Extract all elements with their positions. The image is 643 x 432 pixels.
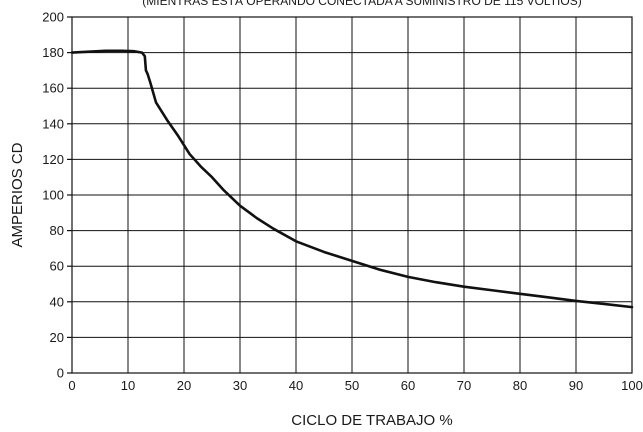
x-tick-label: 90: [569, 378, 583, 393]
x-tick-label: 0: [68, 378, 75, 393]
y-axis-title: AMPERIOS CD: [9, 142, 26, 247]
x-tick-label: 100: [621, 378, 643, 393]
x-axis-title: CICLO DE TRABAJO %: [291, 412, 452, 429]
chart-caption: (MIENTRAS ESTÁ OPERANDO CONECTADA A SUMI…: [142, 0, 581, 8]
y-tick-label: 140: [42, 116, 64, 131]
y-tick-label: 120: [42, 152, 64, 167]
x-tick-label: 80: [513, 378, 527, 393]
ticks: 0 10 20 30 40 50 60 70 80 90 100 0 20 40 60 80 100 120 140…: [42, 10, 643, 394]
series-line: [70, 49, 634, 309]
x-tick-label: 60: [401, 378, 415, 393]
y-tick-label: 180: [42, 45, 64, 60]
y-tick-label: 80: [50, 223, 64, 238]
x-tick-label: 40: [289, 378, 303, 393]
y-tick-label: 200: [42, 10, 64, 25]
x-tick-label: 70: [457, 378, 471, 393]
y-tick-label: 100: [42, 188, 64, 203]
y-tick-label: 60: [50, 259, 64, 274]
y-tick-label: 40: [50, 294, 64, 309]
y-tick-label: 20: [50, 330, 64, 345]
y-tick-label: 0: [57, 366, 64, 381]
x-tick-label: 50: [345, 378, 359, 393]
y-tick-label: 160: [42, 81, 64, 96]
x-tick-label: 30: [233, 378, 247, 393]
grid: [72, 17, 632, 373]
x-tick-label: 20: [177, 378, 191, 393]
x-tick-label: 10: [121, 378, 135, 393]
